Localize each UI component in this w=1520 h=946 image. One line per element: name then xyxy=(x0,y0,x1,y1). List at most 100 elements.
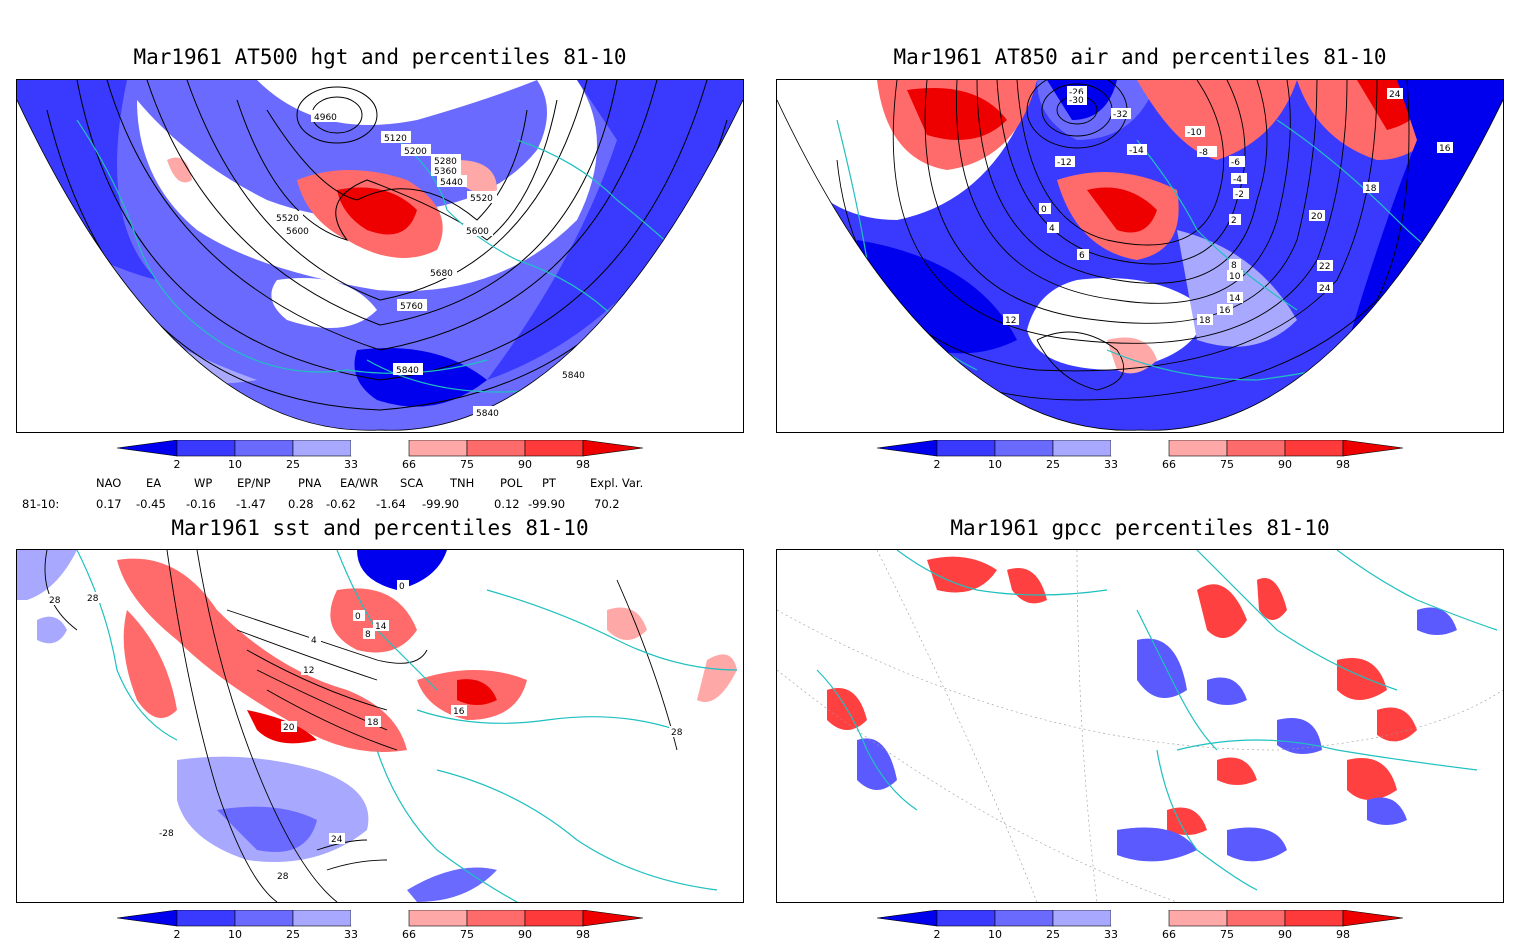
index-value: -1.47 xyxy=(236,497,266,511)
svg-text:24: 24 xyxy=(1389,90,1401,100)
svg-text:-28: -28 xyxy=(159,829,174,839)
colorbar-tick: 66 xyxy=(1162,458,1176,471)
colorbar-tick: 75 xyxy=(1220,458,1234,471)
index-header: PNA xyxy=(298,476,322,490)
svg-text:20: 20 xyxy=(283,723,295,733)
svg-text:-32: -32 xyxy=(1113,110,1128,120)
panel-title-sst: Mar1961 sst and percentiles 81-10 xyxy=(171,516,589,540)
svg-text:-14: -14 xyxy=(1129,146,1144,156)
svg-text:5440: 5440 xyxy=(440,178,463,188)
index-header: POL xyxy=(500,476,523,490)
colorbar-bottom-left: 2 10 25 33 66 75 90 98 xyxy=(116,909,644,946)
svg-text:5760: 5760 xyxy=(400,302,423,312)
index-header: Expl. Var. xyxy=(590,476,644,490)
svg-text:18: 18 xyxy=(1365,184,1377,194)
colorbar-tick: 75 xyxy=(1220,928,1234,941)
index-header: NAO xyxy=(96,476,122,490)
svg-text:-6: -6 xyxy=(1231,158,1240,168)
map-panel-sst: 28 28 0 0 4 8 12 14 16 18 20 24 28 -28 2… xyxy=(16,549,744,903)
colorbar-tick: 10 xyxy=(228,458,242,471)
svg-text:16: 16 xyxy=(1439,144,1451,154)
colorbar-swatches xyxy=(116,909,644,927)
svg-text:12: 12 xyxy=(303,666,314,676)
svg-text:0: 0 xyxy=(355,612,361,622)
index-value: -99.90 xyxy=(528,497,566,511)
svg-text:18: 18 xyxy=(367,718,379,728)
svg-text:4960: 4960 xyxy=(314,113,337,123)
svg-text:-4: -4 xyxy=(1233,175,1242,185)
colorbar-tick: 90 xyxy=(1278,458,1292,471)
index-header: EA xyxy=(146,476,162,490)
svg-text:5120: 5120 xyxy=(384,134,407,144)
dry-anomaly-patches xyxy=(857,607,1457,862)
svg-text:0: 0 xyxy=(399,582,405,592)
colorbar-tick: 33 xyxy=(344,928,358,941)
wet-anomaly-patches xyxy=(827,556,1417,835)
svg-text:8: 8 xyxy=(365,630,371,640)
colorbar-tick: 10 xyxy=(988,458,1002,471)
index-value: -1.64 xyxy=(376,497,406,511)
colorbar-tick: 66 xyxy=(1162,928,1176,941)
svg-text:12: 12 xyxy=(1005,316,1016,326)
index-value: -99.90 xyxy=(422,497,460,511)
colorbar-tick: 2 xyxy=(933,928,941,941)
map-panel-hgt: 4960 5120 5200 5280 5360 5440 5520 5520 … xyxy=(16,79,744,433)
colorbar-tick: 90 xyxy=(1278,928,1292,941)
svg-text:28: 28 xyxy=(671,728,683,738)
svg-text:5840: 5840 xyxy=(562,371,585,381)
svg-text:24: 24 xyxy=(331,835,343,845)
colorbar-tick: 90 xyxy=(518,928,532,941)
index-value: 0.28 xyxy=(288,497,314,511)
colorbar-tick: 10 xyxy=(988,928,1002,941)
svg-text:5520: 5520 xyxy=(470,194,493,204)
svg-text:5600: 5600 xyxy=(466,227,489,237)
colorbar-tick: 2 xyxy=(933,458,941,471)
svg-text:14: 14 xyxy=(1229,294,1241,304)
svg-text:2: 2 xyxy=(1231,216,1237,226)
index-value: 0.17 xyxy=(96,497,122,511)
colorbar-tick: 98 xyxy=(1336,928,1350,941)
contour-labels-air: -26 -30 -32 -10 -8 -12 -14 -6 -4 -2 0 2 … xyxy=(1003,86,1453,326)
colorbar-tick: 33 xyxy=(344,458,358,471)
svg-text:5680: 5680 xyxy=(430,269,453,279)
svg-text:14: 14 xyxy=(375,622,387,632)
index-value: -0.16 xyxy=(186,497,216,511)
colorbar-tick: 98 xyxy=(576,458,590,471)
svg-text:28: 28 xyxy=(87,594,99,604)
index-value: -0.45 xyxy=(136,497,166,511)
svg-text:5840: 5840 xyxy=(476,409,499,419)
colorbar-tick: 33 xyxy=(1104,928,1118,941)
colorbar-tick: 75 xyxy=(460,458,474,471)
colorbar-tick: 33 xyxy=(1104,458,1118,471)
index-header: PT xyxy=(542,476,556,490)
svg-text:20: 20 xyxy=(1311,212,1323,222)
svg-text:-10: -10 xyxy=(1187,128,1202,138)
index-header: EA/WR xyxy=(340,476,379,490)
colorbar-swatches xyxy=(876,439,1404,457)
svg-text:8: 8 xyxy=(1231,261,1237,271)
colorbar-tick: 98 xyxy=(576,928,590,941)
panel-title-hgt: Mar1961 AT500 hgt and percentiles 81-10 xyxy=(133,45,627,69)
svg-text:-30: -30 xyxy=(1069,96,1084,106)
colorbar-tick: 66 xyxy=(402,458,416,471)
map-panel-air: -26 -30 -32 -10 -8 -12 -14 -6 -4 -2 0 2 … xyxy=(776,79,1504,433)
panel-title-air: Mar1961 AT850 air and percentiles 81-10 xyxy=(893,45,1387,69)
index-value: -0.62 xyxy=(326,497,356,511)
map-panel-gpcc xyxy=(776,549,1504,903)
svg-text:-8: -8 xyxy=(1199,148,1208,158)
colorbar-top-left: 2 10 25 33 66 75 90 98 xyxy=(116,439,644,476)
index-header: EP/NP xyxy=(237,476,271,490)
svg-text:-12: -12 xyxy=(1057,158,1072,168)
colorbar-tick: 98 xyxy=(1336,458,1350,471)
index-value: 70.2 xyxy=(594,497,620,511)
svg-text:-26: -26 xyxy=(1069,88,1084,98)
colorbar-swatches xyxy=(876,909,1404,927)
colorbar-top-right: 2 10 25 33 66 75 90 98 xyxy=(876,439,1404,476)
svg-text:5200: 5200 xyxy=(404,147,427,157)
colorbar-tick: 10 xyxy=(228,928,242,941)
svg-text:22: 22 xyxy=(1319,262,1330,272)
svg-text:0: 0 xyxy=(1041,205,1047,215)
svg-text:5280: 5280 xyxy=(434,157,457,167)
svg-text:24: 24 xyxy=(1319,284,1331,294)
index-header: WP xyxy=(194,476,213,490)
